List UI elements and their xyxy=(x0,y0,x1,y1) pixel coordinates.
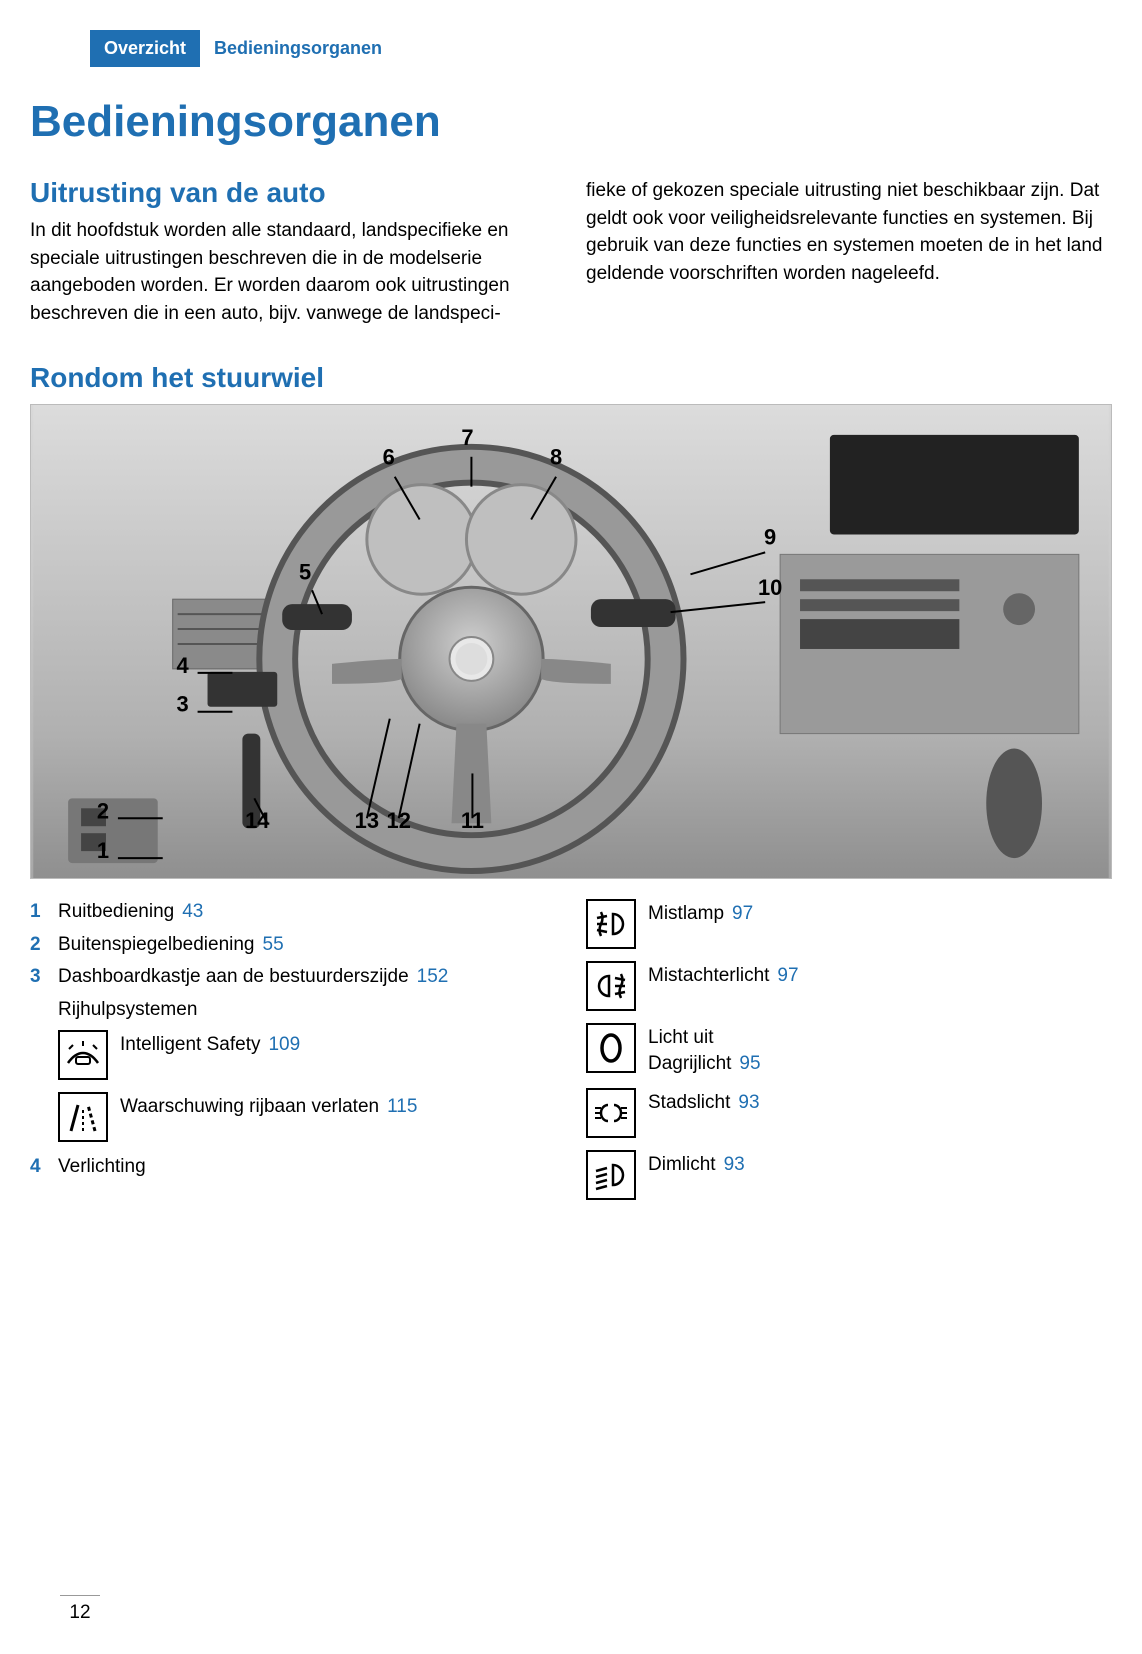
legend-area: 1 Ruitbediening43 2 Buitenspiegelbedieni… xyxy=(30,899,1112,1212)
callout-number-6: 6 xyxy=(383,445,395,470)
callout-number-14: 14 xyxy=(245,808,270,833)
icon-label: Mistachterlicht 97 xyxy=(648,961,799,989)
legend-label: Dashboardkastje aan de bestuurders­zijde xyxy=(58,966,409,987)
page-ref[interactable]: 109 xyxy=(268,1034,300,1055)
legend-num: 1 xyxy=(30,899,58,926)
callout-number-8: 8 xyxy=(550,445,562,470)
icon-label: Mistlamp 97 xyxy=(648,899,753,927)
legend-label: Mistachterlicht xyxy=(648,965,769,986)
legend-item-3: 3 Dashboardkastje aan de bestuurders­zij… xyxy=(30,964,556,991)
intro-para-left: In dit hoofdstuk worden alle standaard, … xyxy=(30,217,556,327)
page-ref[interactable]: 93 xyxy=(738,1092,759,1113)
callout-number-9: 9 xyxy=(764,525,776,550)
legend-label: Intelligent Safety xyxy=(120,1034,260,1055)
tab-overzicht[interactable]: Overzicht xyxy=(90,30,200,67)
zero-icon xyxy=(586,1023,636,1073)
legend-text: Ruitbediening 43 xyxy=(58,899,556,926)
legend-label: Buitenspiegelbediening xyxy=(58,934,255,955)
legend-label: Ruitbediening xyxy=(58,901,174,922)
icon-item-dimlicht: Dimlicht 93 xyxy=(586,1150,1112,1200)
legend-label: Dagrijlicht xyxy=(648,1053,731,1074)
callout-number-1: 1 xyxy=(97,838,109,863)
callout-number-10: 10 xyxy=(758,575,782,600)
fog-front-icon xyxy=(586,899,636,949)
page-ref[interactable]: 93 xyxy=(724,1154,745,1175)
callout-number-11: 11 xyxy=(461,808,484,833)
icon-item-lane-departure: Waarschuwing rijbaan verla­ten 115 xyxy=(58,1092,556,1142)
icon-label: Waarschuwing rijbaan verla­ten 115 xyxy=(120,1092,417,1120)
parking-light-icon xyxy=(586,1088,636,1138)
page-ref[interactable]: 152 xyxy=(417,966,449,987)
tab-bedieningsorganen[interactable]: Bedieningsorganen xyxy=(200,30,396,67)
callout-number-4: 4 xyxy=(177,653,190,678)
low-beam-icon xyxy=(586,1150,636,1200)
legend-item-4: 4 Verlichting xyxy=(30,1154,556,1181)
legend-label: Verlichting xyxy=(58,1156,146,1177)
legend-item-1: 1 Ruitbediening 43 xyxy=(30,899,556,926)
legend-label: Licht uit xyxy=(648,1027,713,1048)
lane-departure-icon xyxy=(58,1092,108,1142)
callout-number-13: 13 xyxy=(355,808,379,833)
icon-label: Stadslicht 93 xyxy=(648,1088,760,1116)
page-number: 12 xyxy=(60,1595,100,1624)
page-ref[interactable]: 43 xyxy=(182,901,203,922)
section-heading-uitrusting: Uitrusting van de auto xyxy=(30,177,556,209)
icon-item-mistachterlicht: Mistachterlicht 97 xyxy=(586,961,1112,1011)
legend-text: Buitenspiegelbediening 55 xyxy=(58,932,556,959)
legend-label: Mistlamp xyxy=(648,903,724,924)
icon-item-stadslicht: Stadslicht 93 xyxy=(586,1088,1112,1138)
callout-number-12: 12 xyxy=(387,808,411,833)
legend-num: 2 xyxy=(30,932,58,959)
callout-number-7: 7 xyxy=(461,425,473,450)
page-ref[interactable]: 97 xyxy=(732,903,753,924)
icon-item-licht-uit: Licht uit Dagrijlicht 95 xyxy=(586,1023,1112,1076)
intro-columns: Uitrusting van de auto In dit hoofdstuk … xyxy=(30,177,1112,327)
legend-num: 3 xyxy=(30,964,58,991)
legend-right-column: Mistlamp 97 Mistachterlicht 97 Licht uit D… xyxy=(586,899,1112,1212)
page-title: Bedieningsorganen xyxy=(30,97,1112,147)
section-heading-stuurwiel: Rondom het stuurwiel xyxy=(30,362,1112,394)
fog-rear-icon xyxy=(586,961,636,1011)
header-tabs: Overzicht Bedieningsorganen xyxy=(90,30,1112,67)
page-ref[interactable]: 115 xyxy=(387,1096,417,1117)
page-ref[interactable]: 97 xyxy=(777,965,798,986)
callout-number-2: 2 xyxy=(97,798,109,823)
legend-label: Stadslicht xyxy=(648,1092,730,1113)
page-ref[interactable]: 55 xyxy=(263,934,284,955)
icon-label: Licht uit Dagrijlicht 95 xyxy=(648,1023,761,1076)
callout-number-5: 5 xyxy=(299,559,311,584)
steering-wheel-diagram: 1234567891011121314 xyxy=(30,404,1112,879)
legend-label: Waarschuwing rijbaan verla­ten xyxy=(120,1096,379,1117)
legend-subheading-rijhulp: Rijhulpsystemen xyxy=(58,997,556,1024)
icon-item-mistlamp: Mistlamp 97 xyxy=(586,899,1112,949)
legend-label: Dimlicht xyxy=(648,1154,716,1175)
icon-label: Intelligent Safety 109 xyxy=(120,1030,300,1058)
legend-text: Dashboardkastje aan de bestuurders­zijde… xyxy=(58,964,556,991)
callout-number-3: 3 xyxy=(177,692,189,717)
legend-text: Verlichting xyxy=(58,1154,556,1181)
icon-item-intelligent-safety: Intelligent Safety 109 xyxy=(58,1030,556,1080)
legend-left-column: 1 Ruitbediening43 2 Buitenspiegelbedieni… xyxy=(30,899,556,1212)
icon-label: Dimlicht 93 xyxy=(648,1150,745,1178)
page-ref[interactable]: 95 xyxy=(739,1053,760,1074)
intro-para-right: fieke of gekozen speciale uitrusting nie… xyxy=(586,177,1112,287)
legend-num: 4 xyxy=(30,1154,58,1181)
intelligent-safety-icon xyxy=(58,1030,108,1080)
legend-item-2: 2 Buitenspiegelbediening 55 xyxy=(30,932,556,959)
